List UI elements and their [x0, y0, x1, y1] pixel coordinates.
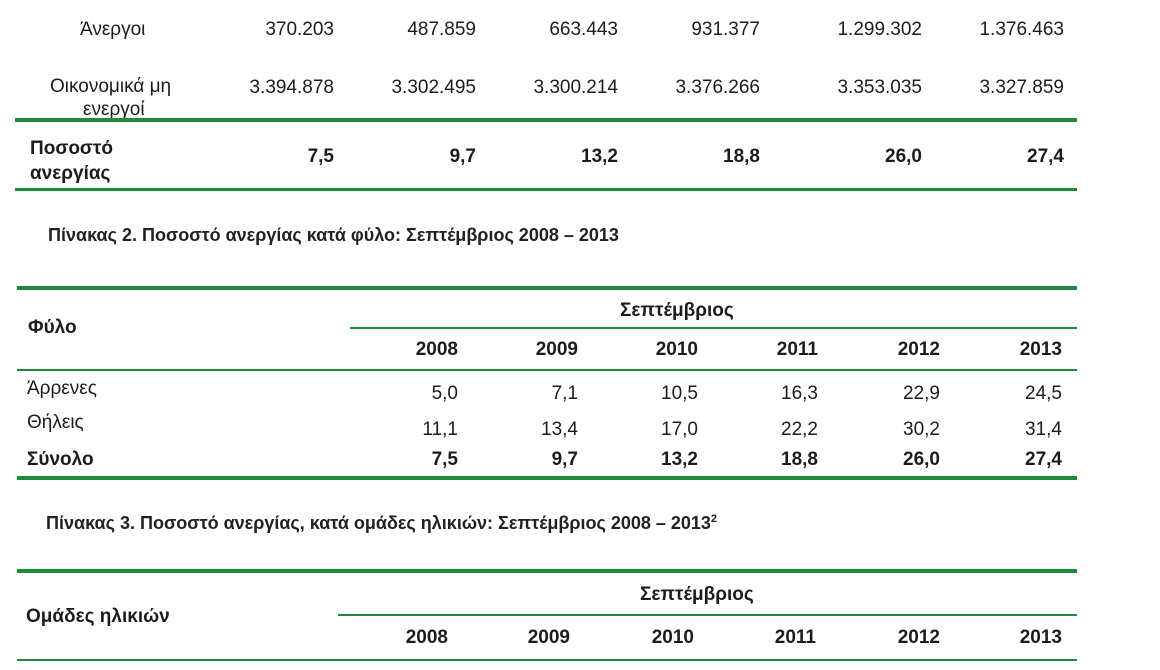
cell-value: 3.394.878 — [249, 77, 334, 98]
cell-value: 5,0 — [431, 383, 458, 404]
cell-value: 18,8 — [723, 146, 760, 167]
year-header: 2011 — [774, 627, 816, 648]
table3-group-header: Σεπτέμβριος — [640, 584, 754, 605]
table2-top-rule — [17, 286, 1077, 290]
cell-value: 1.299.302 — [837, 19, 922, 40]
cell-value: 13,4 — [541, 419, 578, 440]
row-label-unemployed: Άνεργοι — [80, 19, 146, 40]
cell-value: 26,0 — [885, 146, 922, 167]
cell-value: 18,8 — [781, 449, 818, 470]
cell-value: 3.327.859 — [979, 77, 1064, 98]
cell-value: 3.376.266 — [675, 77, 760, 98]
year-header: 2008 — [405, 627, 448, 648]
cell-value: 26,0 — [903, 449, 940, 470]
table2-group-rule — [350, 327, 1077, 329]
year-header: 2010 — [655, 339, 698, 360]
year-header: 2008 — [415, 339, 458, 360]
table2-title: Πίνακας 2. Ποσοστό ανεργίας κατά φύλο: Σ… — [48, 225, 619, 245]
cell-value: 31,4 — [1025, 419, 1062, 440]
cell-value: 7,1 — [551, 383, 578, 404]
year-header: 2013 — [1019, 627, 1062, 648]
cell-value: 22,9 — [903, 383, 940, 404]
cell-value: 24,5 — [1025, 383, 1062, 404]
table2-header-rule — [17, 369, 1077, 371]
cell-value: 16,3 — [781, 383, 818, 404]
row-label-inactive-line2: ενεργοί — [83, 99, 145, 120]
cell-value: 3.302.495 — [391, 77, 476, 98]
table3-title: Πίνακας 3. Ποσοστό ανεργίας, κατά ομάδες… — [46, 513, 717, 534]
cell-value: 1.376.463 — [979, 19, 1064, 40]
table1-bottom-rule — [15, 188, 1077, 191]
cell-value: 487.859 — [407, 19, 476, 40]
cell-value: 370.203 — [265, 19, 334, 40]
cell-value: 30,2 — [903, 419, 940, 440]
cell-value: 3.353.035 — [837, 77, 922, 98]
cell-value: 9,7 — [449, 146, 476, 167]
cell-value: 663.443 — [549, 19, 618, 40]
cell-value: 27,4 — [1027, 146, 1064, 167]
row-label-inactive-line1: Οικονομικά μη — [50, 76, 172, 97]
year-header: 2009 — [527, 627, 570, 648]
cell-value: 13,2 — [581, 146, 618, 167]
table2-row-header: Φύλο — [28, 317, 77, 338]
year-header: 2013 — [1019, 339, 1062, 360]
cell-value: 13,2 — [661, 449, 698, 470]
cell-value: 931.377 — [691, 19, 760, 40]
table3-header-rule — [17, 659, 1077, 661]
cell-value: 17,0 — [661, 419, 698, 440]
cell-value: 9,7 — [551, 449, 578, 470]
footnote-marker: 2 — [710, 513, 718, 525]
year-header: 2009 — [535, 339, 578, 360]
table2-bottom-rule — [17, 476, 1077, 480]
cell-value: 11,1 — [422, 419, 458, 440]
cell-value: 7,5 — [307, 146, 334, 167]
table3-row-header: Ομάδες ηλικιών — [26, 606, 170, 627]
table1-top-rule — [15, 118, 1077, 122]
cell-value: 22,2 — [781, 419, 818, 440]
total-label-line2: ανεργίας — [30, 163, 111, 184]
table3-top-rule — [17, 569, 1077, 573]
table3-group-rule — [338, 614, 1077, 616]
year-header: 2010 — [651, 627, 694, 648]
year-header: 2011 — [776, 339, 818, 360]
cell-value: 10,5 — [661, 383, 698, 404]
row-label-male: Άρρενες — [27, 378, 97, 399]
year-header: 2012 — [897, 627, 940, 648]
table3-title-text: Πίνακας 3. Ποσοστό ανεργίας, κατά ομάδες… — [46, 513, 711, 533]
table2-group-header: Σεπτέμβριος — [620, 300, 734, 321]
row-label-female: Θήλεις — [27, 412, 84, 433]
cell-value: 3.300.214 — [533, 77, 618, 98]
row-label-total: Σύνολο — [27, 449, 94, 470]
total-label-line1: Ποσοστό — [30, 138, 114, 159]
year-header: 2012 — [897, 339, 940, 360]
cell-value: 7,5 — [431, 449, 458, 470]
cell-value: 27,4 — [1025, 449, 1062, 470]
